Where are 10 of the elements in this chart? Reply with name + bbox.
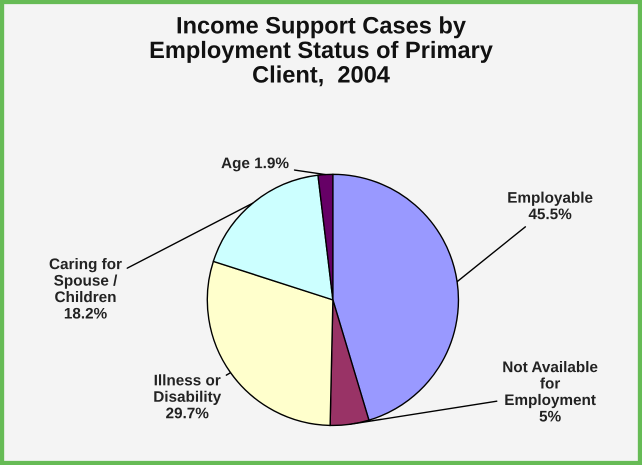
slice-label: Illness or Disability: [154, 374, 222, 405]
data-label: 5%: [540, 410, 561, 422]
chart-title: Income Support Cases by Employment Status of Primary Client, 2004: [150, 16, 493, 86]
slice-label: Caring for Spouse / Children: [50, 258, 122, 302]
data-label: 45.5%: [528, 208, 572, 220]
data-label: 29.7%: [166, 408, 208, 418]
slice-label: Age 1.9%: [221, 157, 289, 172]
data-label: 18.2%: [64, 308, 107, 319]
slice-label: Employable: [508, 192, 592, 206]
slice-label: Not Available for Employment: [503, 360, 598, 408]
